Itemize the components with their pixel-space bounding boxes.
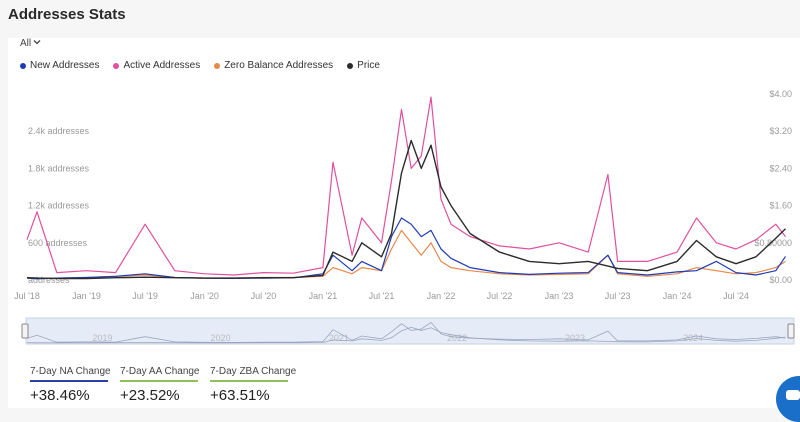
legend-label-new-addresses: New Addresses [30,60,100,71]
legend-item-zero-balance[interactable]: Zero Balance Addresses [214,60,333,71]
x-tick-label: Jul '23 [605,291,631,301]
navigator-lines [26,321,786,344]
stat-label: 7-Day ZBA Change [210,366,296,382]
series-lines [26,96,786,280]
x-tick-label: Jan '21 [309,291,338,301]
navigator-handle-right[interactable] [787,323,795,339]
y-left-tick-label: 1.8k addresses [28,163,90,173]
period-selector-value: All [20,38,32,49]
navigator-tick-label: 2020 [211,333,231,343]
x-tick-label: Jul '24 [723,291,749,301]
navigator-tick-label: 2019 [92,333,112,343]
y-right-tick-label: $1.60 [769,201,792,211]
navigator-series-line [26,326,786,344]
chart-legend: New Addresses Active Addresses Zero Bala… [20,60,380,71]
legend-label-zero-balance: Zero Balance Addresses [224,60,334,71]
page-title: Addresses Stats [8,6,126,23]
legend-dot-active-addresses [113,62,120,69]
navigator-tick-label: 2023 [565,333,585,343]
addresses-line-chart: addresses 600 addresses 1.2k addresses 1.8k… [14,89,795,345]
x-tick-label: Jul '18 [14,291,40,301]
navigator-ticks: 2019 2020 2021 2022 2023 2024 [92,333,703,343]
stats-row: 7-Day NA Change +38.46% 7-Day AA Change … [30,366,296,404]
y-right-tick-label: $2.40 [769,163,792,173]
chevron-down-icon [33,38,41,49]
x-axis: Jul '18 Jan '19 Jul '19 Jan '20 Jul '20 Jan '… [14,291,749,301]
y-left-tick-label: addresses [28,275,70,285]
range-navigator[interactable]: 2019 2020 2021 2022 2023 2024 [21,317,795,345]
series-line-price [26,139,786,280]
stat-label: 7-Day AA Change [120,366,200,382]
x-tick-label: Jan '20 [190,291,219,301]
legend-label-active-addresses: Active Addresses [123,60,201,71]
legend-item-new-addresses[interactable]: New Addresses [20,60,99,71]
x-tick-label: Jul '22 [487,291,513,301]
x-tick-label: Jul '21 [369,291,395,301]
stat-value: +63.51% [210,387,270,404]
legend-dot-new-addresses [20,62,26,69]
y-left-tick-label: 2.4k addresses [28,126,90,136]
stat-na-change: 7-Day NA Change +38.46% [30,366,111,404]
stat-value: +23.52% [120,387,180,404]
stat-zba-change: 7-Day ZBA Change +63.51% [210,366,296,404]
legend-item-active-addresses[interactable]: Active Addresses [113,60,200,71]
x-tick-label: Jan '24 [663,291,692,301]
legend-dot-zero-balance [214,62,221,69]
x-tick-label: Jul '20 [251,291,277,301]
y-left-axis: addresses 600 addresses 1.2k addresses 1.8k… [28,126,90,285]
x-tick-label: Jan '22 [427,291,456,301]
chart-card [8,38,800,408]
x-tick-label: Jan '23 [545,291,574,301]
series-line-new-addresses [26,217,786,280]
navigator-tick-label: 2024 [683,333,703,343]
navigator-handle-left[interactable] [21,323,29,339]
y-right-axis: $0.00 $0.80000 $1.60 $2.40 $3.20 $4.00 [754,89,792,285]
stat-aa-change: 7-Day AA Change +23.52% [120,366,200,404]
period-selector[interactable]: All [20,38,41,49]
series-line-active-addresses [26,96,786,276]
y-right-tick-label: $0.00 [769,275,792,285]
legend-dot-price [347,62,354,69]
navigator-tick-label: 2022 [447,333,467,343]
navigator-series-line [26,321,786,343]
navigator-tick-label: 2021 [329,333,349,343]
legend-item-price[interactable]: Price [347,60,380,71]
chat-icon [786,390,800,400]
stat-value: +38.46% [30,387,90,404]
legend-label-price: Price [357,60,380,71]
y-right-tick-label: $3.20 [769,126,792,136]
navigator-window[interactable] [25,317,795,345]
y-left-tick-label: 600 addresses [28,238,88,248]
x-tick-label: Jul '19 [132,291,158,301]
stat-label: 7-Day NA Change [30,366,111,382]
y-right-tick-label: $0.80000 [754,238,792,248]
y-left-tick-label: 1.2k addresses [28,201,90,211]
y-right-tick-label: $4.00 [769,89,792,99]
x-tick-label: Jan '19 [72,291,101,301]
